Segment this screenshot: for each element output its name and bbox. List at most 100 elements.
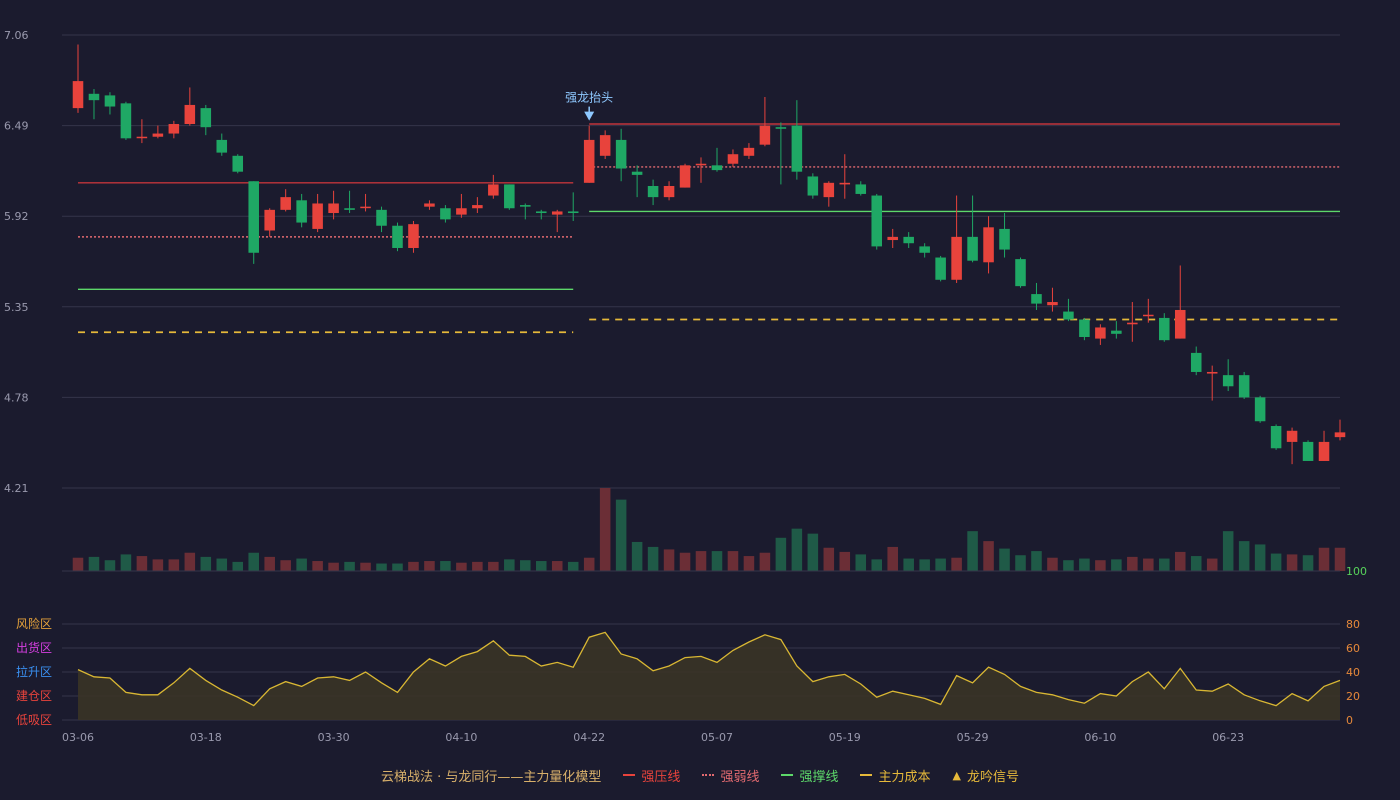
volume-bar bbox=[1206, 558, 1218, 571]
volume-bar bbox=[1334, 547, 1346, 571]
volume-bar bbox=[392, 563, 403, 571]
candle-body bbox=[919, 246, 930, 253]
candle-body bbox=[520, 205, 531, 207]
volume-bar bbox=[328, 562, 339, 571]
legend-label: 龙吟信号 bbox=[966, 769, 1019, 785]
candle-body bbox=[1143, 314, 1154, 317]
grid-lines bbox=[62, 34, 1340, 489]
price-tick-label: 4.78 bbox=[4, 391, 29, 404]
volume-bar bbox=[1015, 555, 1026, 571]
legend-swatch bbox=[623, 774, 636, 776]
legend-item-dragon-signal[interactable]: ▲ 龙吟信号 bbox=[952, 766, 1018, 785]
candle-body bbox=[328, 203, 339, 214]
candles bbox=[72, 44, 1346, 465]
volume-bar bbox=[1286, 554, 1298, 571]
oscillator-right-tick: 80 bbox=[1346, 618, 1360, 631]
candle-body bbox=[1318, 441, 1330, 461]
volume-bar bbox=[1111, 559, 1122, 571]
candle-body bbox=[456, 208, 467, 215]
candle-body bbox=[232, 155, 244, 172]
volume-bar bbox=[1031, 551, 1042, 571]
candle-body bbox=[392, 225, 403, 248]
legend-item-strong-weak[interactable]: 强弱线 bbox=[702, 766, 759, 785]
legend-title: 云梯战法 · 与龙同行——主力量化模型 bbox=[381, 769, 602, 785]
volume-bar bbox=[1063, 560, 1074, 571]
volume-bar bbox=[248, 552, 259, 571]
zone-label: 建仓区 bbox=[16, 689, 52, 703]
volume-bar bbox=[520, 560, 531, 571]
candle-body bbox=[615, 139, 627, 169]
volume-bar bbox=[376, 563, 387, 571]
candle-body bbox=[152, 133, 164, 137]
legend-item-strong-pressure[interactable]: 强压线 bbox=[623, 766, 680, 785]
candle-body bbox=[184, 104, 196, 125]
zone-label: 拉升区 bbox=[16, 664, 52, 679]
volume-bar bbox=[823, 547, 835, 571]
legend-item-strong-support[interactable]: 强撑线 bbox=[781, 766, 838, 785]
volume-bar bbox=[488, 561, 499, 571]
volume-bar bbox=[775, 537, 787, 571]
volume-bar bbox=[456, 562, 467, 571]
volume-bar bbox=[232, 561, 244, 571]
oscillator-line bbox=[77, 631, 1341, 707]
candle-body bbox=[1286, 430, 1298, 442]
candle-body bbox=[248, 181, 259, 253]
volume-bar bbox=[679, 552, 691, 571]
volume-bar bbox=[535, 561, 547, 571]
candle-body bbox=[1063, 311, 1074, 320]
candle-body bbox=[1095, 327, 1106, 339]
volume-bar bbox=[663, 549, 675, 571]
volume-bar bbox=[408, 561, 419, 571]
x-tick-label: 04-22 bbox=[573, 731, 605, 744]
candle-body bbox=[424, 203, 435, 207]
volume-bar bbox=[1127, 556, 1138, 571]
candle-body bbox=[631, 171, 643, 175]
volume-bar bbox=[184, 552, 196, 571]
volume-bar bbox=[551, 561, 563, 571]
x-tick-label: 03-06 bbox=[62, 731, 94, 744]
candle-body bbox=[1222, 375, 1234, 387]
volume-bar bbox=[1238, 541, 1250, 571]
oscillator-right-tick: 20 bbox=[1346, 690, 1360, 703]
legend-item-main-cost[interactable]: 主力成本 bbox=[860, 766, 930, 785]
volume-bar bbox=[1143, 558, 1154, 571]
volume-bar bbox=[615, 499, 627, 571]
candle-body bbox=[583, 139, 595, 183]
candle-body bbox=[1254, 397, 1266, 422]
candle-body bbox=[807, 176, 819, 196]
candle-body bbox=[1174, 309, 1186, 339]
volume-bar bbox=[1222, 531, 1234, 571]
volume-bar bbox=[344, 561, 355, 571]
volume-bar bbox=[72, 557, 84, 571]
candle-body bbox=[1031, 294, 1042, 304]
volume-bar bbox=[120, 554, 132, 571]
price-tick-label: 4.21 bbox=[4, 482, 29, 495]
legend-label: 主力成本 bbox=[878, 769, 931, 785]
candle-body bbox=[1047, 302, 1058, 306]
volume-bar bbox=[919, 559, 930, 571]
signal-arrow-icon bbox=[584, 111, 595, 121]
oscillator-right-tick: 100 bbox=[1346, 565, 1367, 578]
candle-body bbox=[1238, 375, 1250, 398]
volume-bar bbox=[424, 561, 435, 571]
candle-body bbox=[1190, 352, 1202, 372]
oscillator-right-tick: 0 bbox=[1346, 714, 1353, 727]
candle-body bbox=[871, 195, 883, 247]
volume-bar bbox=[743, 556, 755, 571]
volume-bar bbox=[264, 556, 275, 571]
candle-body bbox=[535, 211, 547, 214]
candle-body bbox=[695, 163, 707, 166]
candle-body bbox=[935, 257, 946, 280]
volume-bar bbox=[152, 559, 164, 571]
volume-bar bbox=[136, 556, 148, 571]
candle-body bbox=[72, 81, 84, 109]
candle-body bbox=[376, 209, 387, 226]
volume-bar bbox=[871, 559, 883, 571]
volume-bars bbox=[72, 488, 1346, 571]
candle-body bbox=[599, 135, 611, 156]
candle-body bbox=[679, 165, 691, 188]
volume-bar bbox=[360, 562, 371, 571]
candle-body bbox=[711, 165, 723, 171]
volume-bar bbox=[504, 559, 515, 571]
candle-body bbox=[567, 211, 579, 214]
